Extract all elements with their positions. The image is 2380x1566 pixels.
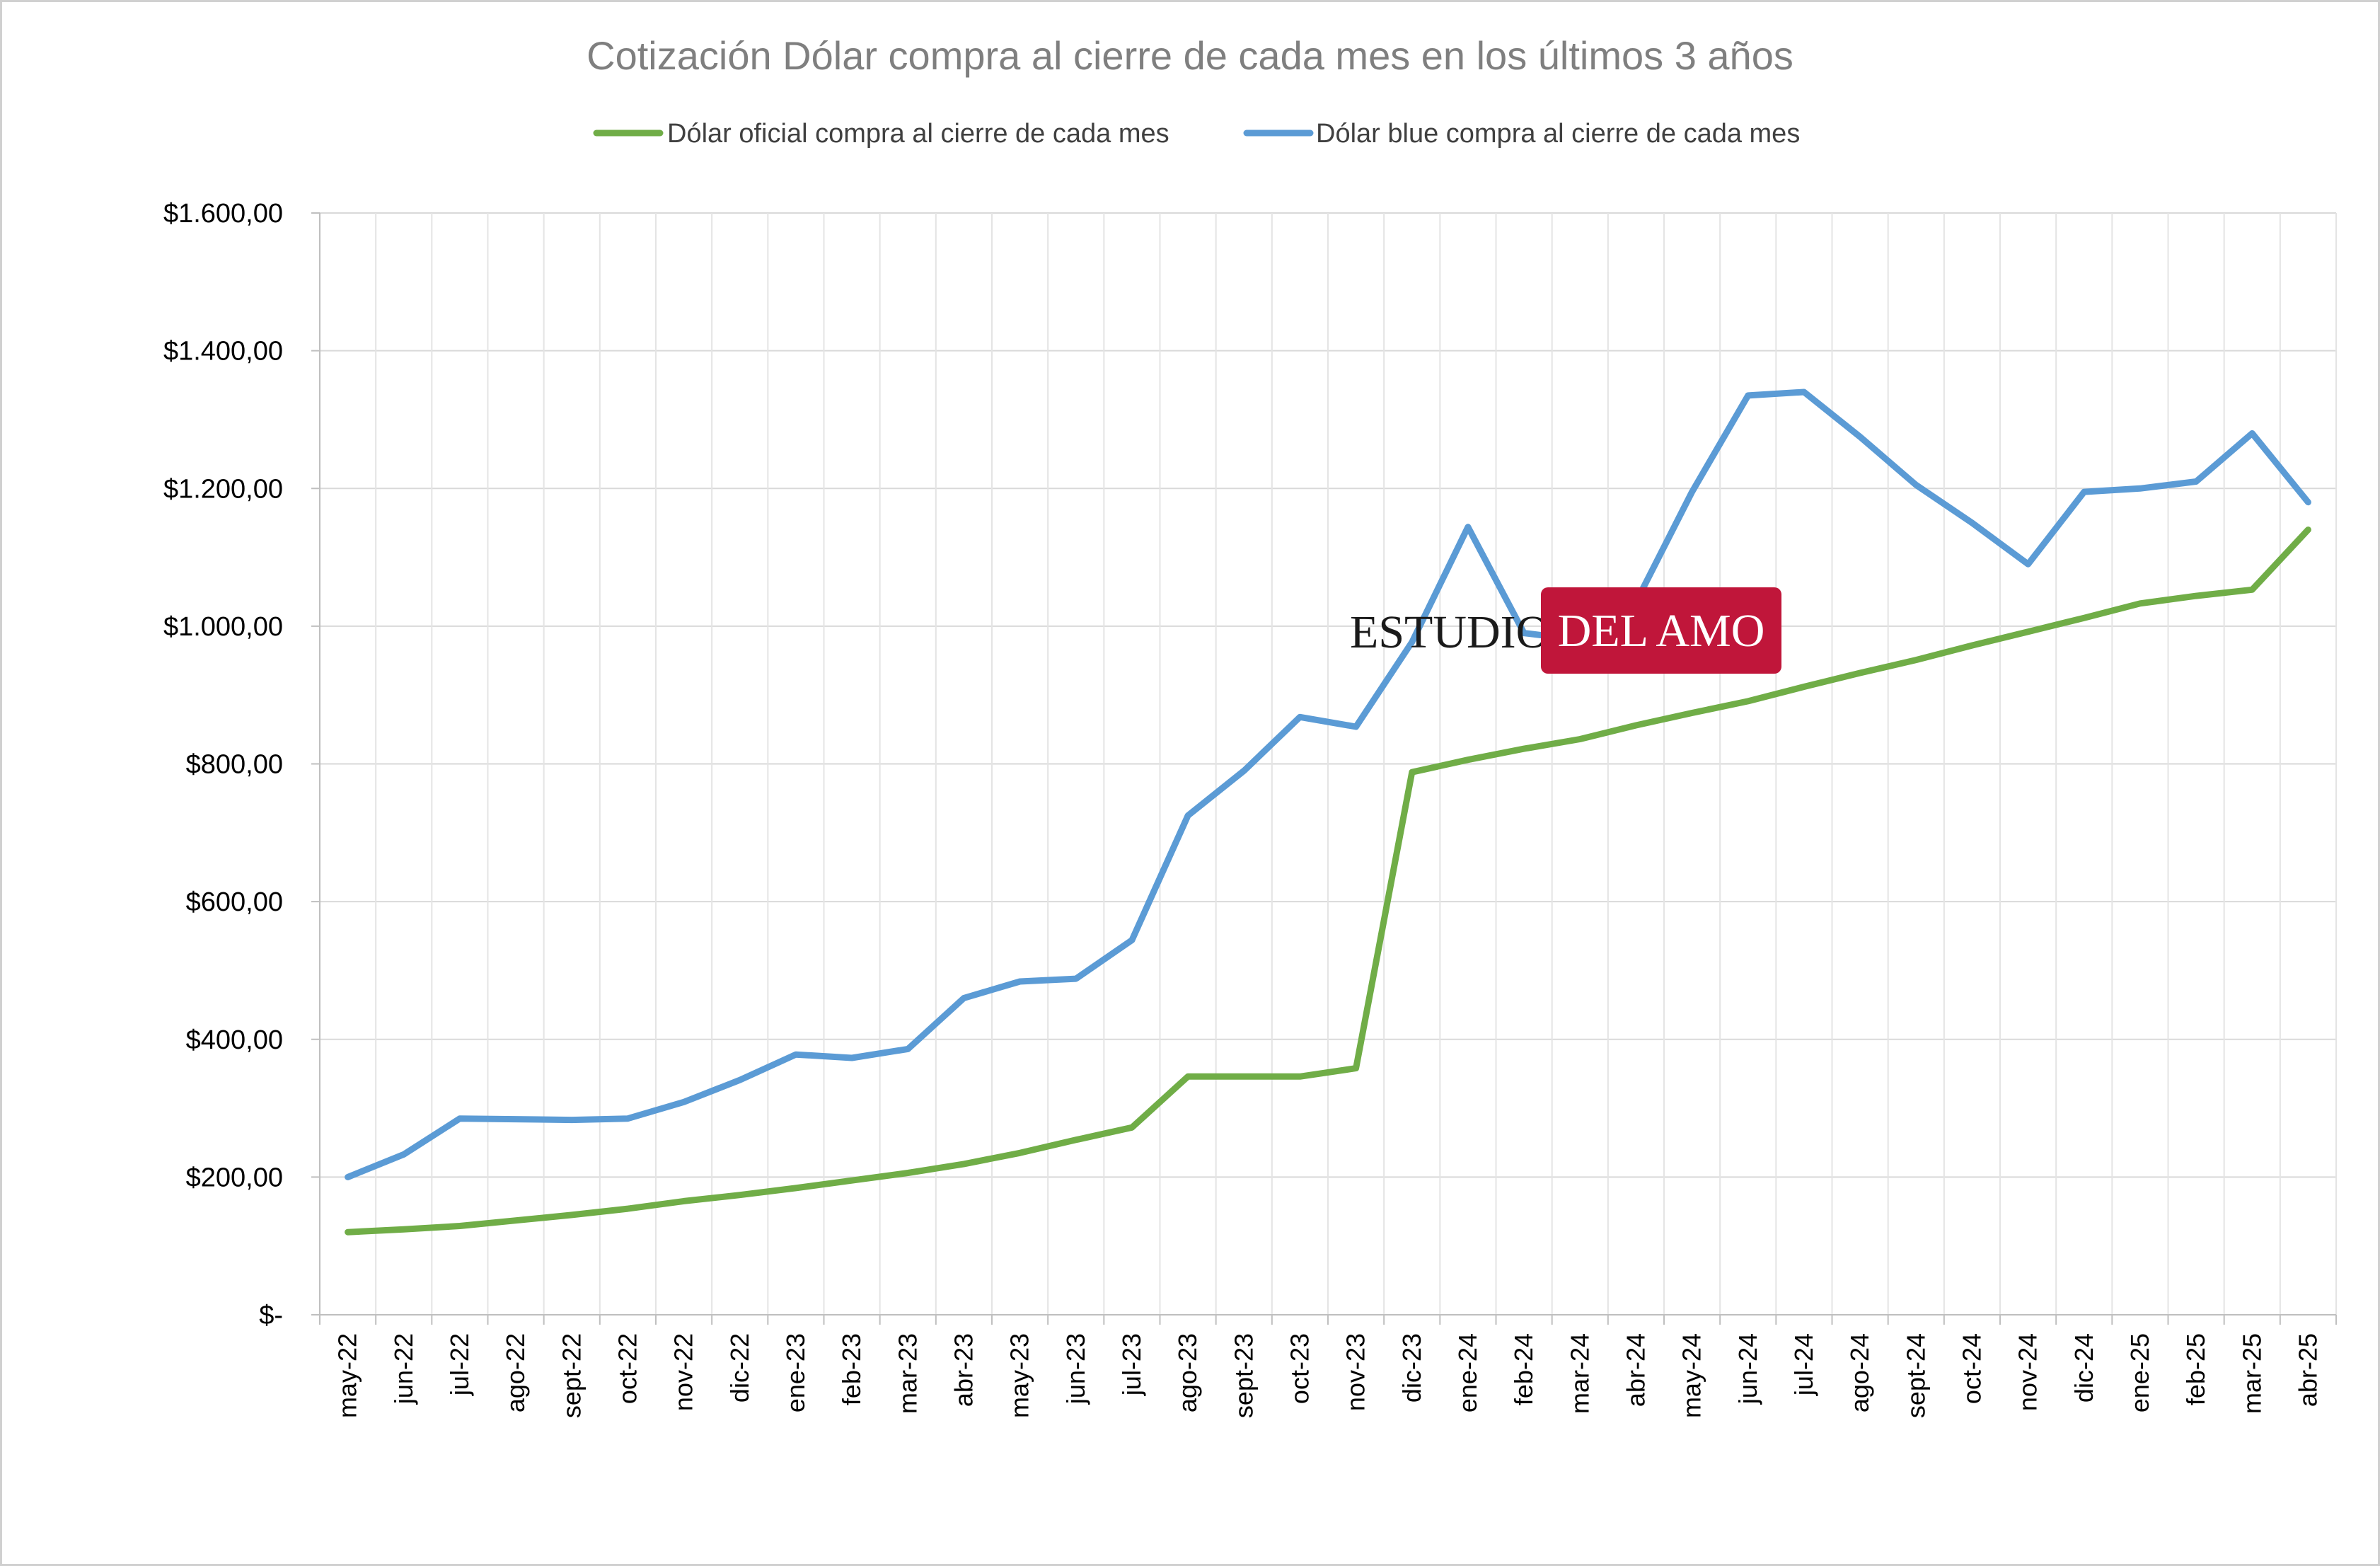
x-tick-label: feb-24 [1509,1333,1538,1405]
y-tick-label: $400,00 [186,1025,283,1055]
logo-estudio-text: ESTUDIO [1350,606,1549,658]
x-tick-label: oct-23 [1285,1333,1314,1404]
y-tick-label: $600,00 [186,887,283,917]
x-tick-label: sept-22 [557,1333,586,1418]
x-tick-label: nov-23 [1341,1333,1370,1411]
y-tick-label: $1.000,00 [163,612,283,642]
x-tick-label: jul-22 [445,1333,474,1396]
x-tick-label: oct-22 [613,1333,642,1404]
x-tick-label: jul-23 [1117,1333,1146,1396]
x-axis-tick-labels: may-22 jun-22 jul-22 ago-22 sept-22 oct-22 nov… [333,1333,2323,1418]
y-tick-label: $800,00 [186,750,283,780]
gridlines [311,212,2337,1315]
x-tick-label: mar-25 [2237,1333,2266,1414]
x-tick-label: sept-23 [1229,1333,1258,1418]
x-tick-label: oct-24 [1957,1333,1986,1404]
x-tick-label: ene-23 [781,1333,810,1412]
y-axis-tick-labels: $- $200,00 $400,00 $600,00 $800,00 $1.000,00 $… [163,199,283,1330]
x-tick-label: mar-24 [1565,1333,1594,1414]
x-tick-label: feb-25 [2181,1333,2210,1405]
y-tick-label: $- [259,1301,283,1330]
x-tick-label: ago-24 [1845,1333,1874,1412]
y-tick-label: $1.600,00 [163,199,283,229]
legend: Dólar oficial compra al cierre de cada m… [593,119,1800,149]
x-tick-label: dic-22 [725,1333,754,1403]
x-tick-label: nov-24 [2014,1333,2043,1411]
y-tick-label: $200,00 [186,1163,283,1192]
x-tick-label: ene-25 [2125,1333,2154,1412]
x-tick-label: dic-24 [2069,1333,2098,1403]
x-tick-label: abr-24 [1621,1333,1650,1407]
y-tick-label: $1.200,00 [163,474,283,504]
estudio-del-amo-logo: ESTUDIO DEL AMO [1350,587,1781,674]
legend-label-oficial: Dólar oficial compra al cierre de cada m… [667,119,1169,149]
x-tick-label: may-22 [333,1333,362,1418]
y-tick-label: $1.400,00 [163,337,283,367]
x-tick-label: jun-24 [1733,1333,1762,1405]
series-lines [345,388,2311,1236]
x-tick-label: jun-22 [389,1333,418,1405]
x-tick-label: may-23 [1005,1333,1034,1418]
x-tick-label: jun-23 [1061,1333,1090,1405]
chart-title: Cotización Dólar compra al cierre de cad… [587,33,1793,78]
x-tick-label: feb-23 [837,1333,866,1405]
series-line-oficial [345,526,2311,1236]
x-tick-label: nov-22 [669,1333,698,1411]
x-tick-label: ago-22 [501,1333,530,1412]
x-tick-label: abr-25 [2293,1333,2322,1407]
x-tick-label: sept-24 [1901,1333,1930,1418]
axes [319,213,2337,1325]
x-tick-label: jul-24 [1789,1333,1818,1396]
logo-badge [1541,587,1781,674]
x-tick-label: may-24 [1677,1333,1706,1418]
x-tick-label: mar-23 [893,1333,922,1414]
legend-label-blue: Dólar blue compra al cierre de cada mes [1316,119,1800,149]
x-tick-label: dic-23 [1397,1333,1426,1403]
x-tick-label: abr-23 [949,1333,978,1407]
logo-del-amo-text: DEL AMO [1558,605,1765,657]
x-tick-label: ene-24 [1453,1333,1482,1412]
x-tick-label: ago-23 [1173,1333,1202,1412]
series-line-blue [345,388,2311,1180]
